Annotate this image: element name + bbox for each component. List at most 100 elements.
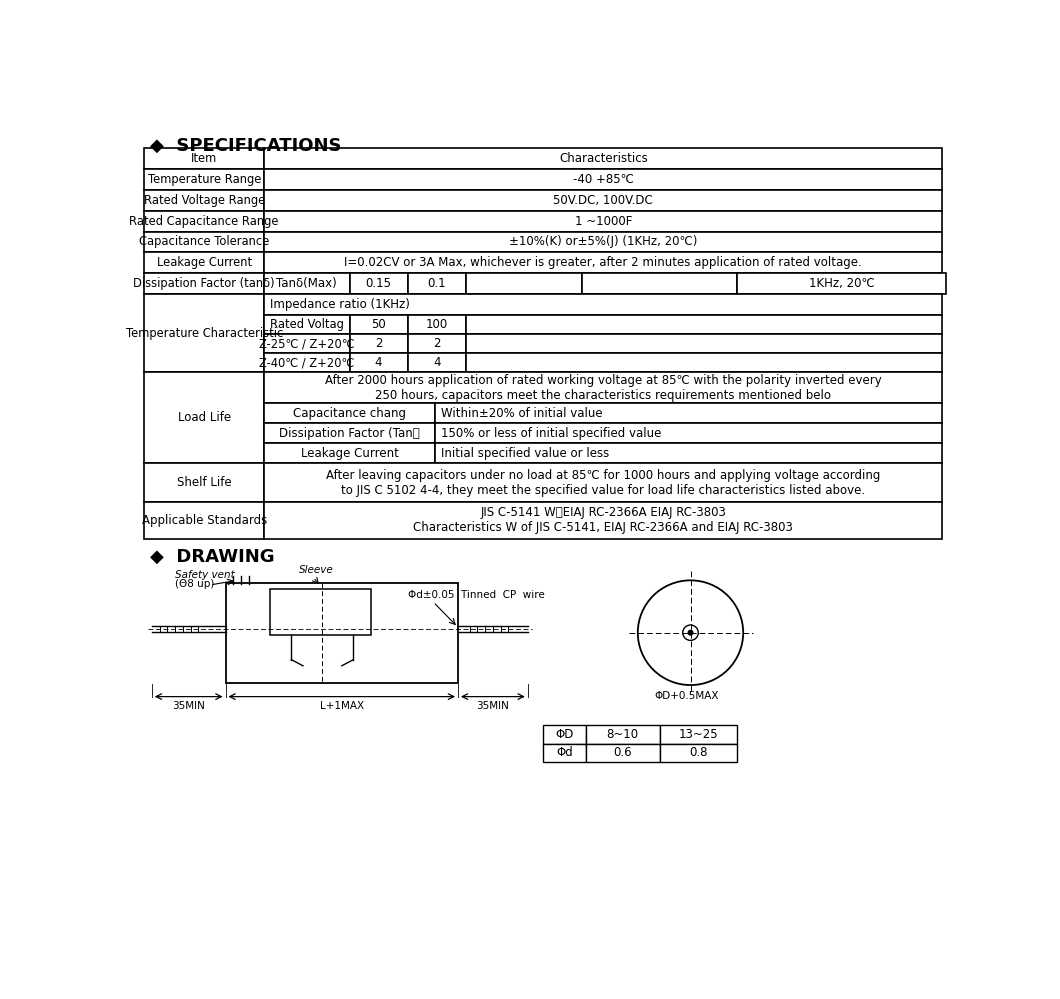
Bar xyxy=(144,232,264,253)
Text: ΦD: ΦD xyxy=(555,728,573,741)
Bar xyxy=(264,169,942,190)
Bar xyxy=(144,294,264,373)
Text: 8~10: 8~10 xyxy=(606,728,639,741)
Text: 13~25: 13~25 xyxy=(678,728,718,741)
Text: Load Life: Load Life xyxy=(178,412,231,425)
Text: Item: Item xyxy=(191,152,217,165)
Bar xyxy=(264,501,942,538)
Bar xyxy=(144,211,264,232)
Bar xyxy=(586,725,659,743)
Text: ◆  DRAWING: ◆ DRAWING xyxy=(149,548,275,566)
Text: 4: 4 xyxy=(375,357,383,370)
Bar xyxy=(435,424,942,444)
Text: (Θ8 up): (Θ8 up) xyxy=(175,578,214,588)
Bar xyxy=(465,334,942,354)
Text: Capacitance chang: Capacitance chang xyxy=(293,407,406,420)
Text: 50V.DC, 100V.DC: 50V.DC, 100V.DC xyxy=(553,194,653,207)
Text: Z-25℃ / Z+20℃: Z-25℃ / Z+20℃ xyxy=(259,337,355,350)
Text: 1KHz, 20℃: 1KHz, 20℃ xyxy=(809,277,874,290)
Bar xyxy=(264,294,942,315)
Text: 1 ~1000F: 1 ~1000F xyxy=(575,215,632,228)
Text: 2: 2 xyxy=(375,337,383,350)
Text: Capacitance Tolerance: Capacitance Tolerance xyxy=(139,236,269,249)
Bar xyxy=(264,315,350,334)
Bar xyxy=(264,464,942,501)
Text: 2: 2 xyxy=(432,337,441,350)
Bar xyxy=(264,211,942,232)
Bar xyxy=(408,354,465,373)
Bar xyxy=(270,588,371,635)
Bar xyxy=(350,334,408,354)
Text: ◆  SPECIFICATIONS: ◆ SPECIFICATIONS xyxy=(149,137,341,155)
Text: Φd±0.05  Tinned  CP  wire: Φd±0.05 Tinned CP wire xyxy=(408,590,545,600)
Bar xyxy=(264,273,350,294)
Text: Leakage Current: Leakage Current xyxy=(301,447,399,460)
Bar xyxy=(543,725,586,743)
Bar xyxy=(264,424,435,444)
Bar xyxy=(737,273,947,294)
Bar xyxy=(350,354,408,373)
Text: Rated Voltag: Rated Voltag xyxy=(270,318,343,331)
Text: ±10%(K) or±5%(J) (1KHz, 20℃): ±10%(K) or±5%(J) (1KHz, 20℃) xyxy=(509,236,697,249)
Text: Sleeve: Sleeve xyxy=(299,565,334,575)
Bar xyxy=(435,444,942,464)
Bar xyxy=(144,169,264,190)
Bar xyxy=(435,404,942,424)
Bar xyxy=(144,190,264,211)
Bar xyxy=(582,273,737,294)
Bar xyxy=(465,273,582,294)
Bar xyxy=(586,743,659,762)
Text: L+1MAX: L+1MAX xyxy=(320,701,364,711)
Text: 0.8: 0.8 xyxy=(689,746,707,759)
Bar xyxy=(543,743,586,762)
Text: After leaving capacitors under no load at 85℃ for 1000 hours and applying voltag: After leaving capacitors under no load a… xyxy=(326,469,881,497)
Bar xyxy=(264,334,350,354)
Text: Characteristics: Characteristics xyxy=(559,152,648,165)
Text: Dissipation Factor (tanδ): Dissipation Factor (tanδ) xyxy=(134,277,275,290)
Text: 35MIN: 35MIN xyxy=(172,701,206,711)
Text: Leakage Current: Leakage Current xyxy=(157,256,252,269)
Bar xyxy=(144,273,264,294)
Text: Temperature Range: Temperature Range xyxy=(147,173,261,186)
Text: ΦD+0.5MAX: ΦD+0.5MAX xyxy=(654,691,719,701)
Text: Tanδ(Max): Tanδ(Max) xyxy=(277,277,337,290)
Text: Dissipation Factor (Tan）: Dissipation Factor (Tan） xyxy=(279,427,420,440)
Text: Z-40℃ / Z+20℃: Z-40℃ / Z+20℃ xyxy=(260,357,354,370)
Text: I=0.02CV or 3A Max, whichever is greater, after 2 minutes application of rated v: I=0.02CV or 3A Max, whichever is greater… xyxy=(344,256,862,269)
Text: 0.1: 0.1 xyxy=(427,277,446,290)
Bar xyxy=(350,315,408,334)
Bar xyxy=(408,273,465,294)
Text: Safety vent: Safety vent xyxy=(175,569,235,579)
Bar xyxy=(264,149,942,169)
Text: 150% or less of initial specified value: 150% or less of initial specified value xyxy=(441,427,661,440)
Circle shape xyxy=(688,630,693,635)
Bar xyxy=(144,149,264,169)
Text: 35MIN: 35MIN xyxy=(476,701,509,711)
Bar xyxy=(264,232,942,253)
Text: Within±20% of initial value: Within±20% of initial value xyxy=(441,407,602,420)
Bar xyxy=(264,444,435,464)
Text: JIS C-5141 W、EIAJ RC-2366A EIAJ RC-3803
Characteristics W of JIS C-5141, EIAJ RC: JIS C-5141 W、EIAJ RC-2366A EIAJ RC-3803 … xyxy=(413,506,793,534)
Bar xyxy=(264,253,942,273)
Text: Shelf Life: Shelf Life xyxy=(177,477,231,490)
Text: Rated Capacitance Range: Rated Capacitance Range xyxy=(129,215,279,228)
Bar xyxy=(144,253,264,273)
Bar xyxy=(350,273,408,294)
Bar xyxy=(226,582,458,682)
Text: Φd: Φd xyxy=(556,746,573,759)
Bar xyxy=(659,725,737,743)
Text: Applicable Standards: Applicable Standards xyxy=(142,513,267,526)
Text: 0.6: 0.6 xyxy=(614,746,632,759)
Text: Impedance ratio (1KHz): Impedance ratio (1KHz) xyxy=(270,298,410,311)
Bar xyxy=(144,501,264,538)
Bar xyxy=(264,190,942,211)
Text: 50: 50 xyxy=(371,318,386,331)
Text: 4: 4 xyxy=(432,357,441,370)
Text: 0.15: 0.15 xyxy=(366,277,391,290)
Bar xyxy=(465,354,942,373)
Bar xyxy=(465,315,942,334)
Bar xyxy=(264,354,350,373)
Text: Rated Voltage Range: Rated Voltage Range xyxy=(143,194,265,207)
Bar xyxy=(264,373,942,404)
Text: After 2000 hours application of rated working voltage at 85℃ with the polarity i: After 2000 hours application of rated wo… xyxy=(325,374,882,402)
